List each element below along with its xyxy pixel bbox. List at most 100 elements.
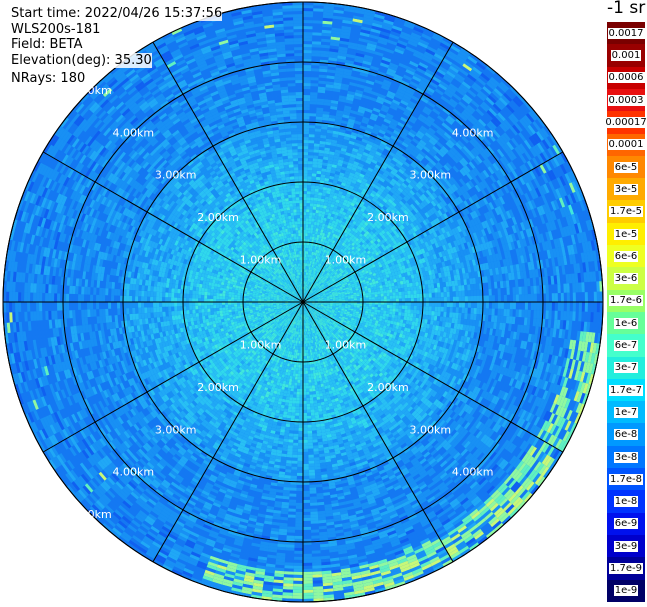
heatmap-cell [537,294,540,302]
heatmap-cell [525,310,528,318]
heatmap-cell [317,162,322,166]
heatmap-cell [435,297,438,302]
heatmap-cell [309,140,315,143]
heatmap-cell [309,134,315,137]
heatmap-cell [315,125,321,129]
heatmap-cell [313,17,323,21]
heatmap-cell [584,282,588,292]
heatmap-cell [528,294,531,302]
heatmap-cell [510,309,513,316]
heatmap-cell [416,286,420,290]
heatmap-cell [507,302,510,309]
heatmap-cell [513,309,516,317]
heatmap-cell [449,286,452,291]
heatmap-cell [467,284,471,290]
heatmap-cell [488,315,492,322]
heatmap-cell [425,315,429,320]
heatmap-cell [432,302,435,307]
heatmap-cell [407,309,410,313]
heatmap-cell [319,208,323,212]
heatmap-cell [383,287,386,290]
heatmap-cell [437,283,441,288]
heatmap-cell [374,310,377,313]
heatmap-cell [351,304,354,306]
heatmap-cell [316,108,323,112]
heatmap-cell [557,311,560,320]
heatmap-cell [366,304,369,306]
heatmap-cell [563,284,566,293]
heatmap-cell [313,207,317,210]
heatmap-cell [392,315,396,319]
heatmap-cell [303,38,312,41]
heatmap-cell [591,292,594,302]
heatmap-cell [345,304,348,306]
heatmap-cell [558,293,561,302]
heatmap-cell [504,295,507,302]
heatmap-cell [582,302,585,312]
heatmap-cell [372,307,375,310]
heatmap-cell [381,296,384,299]
heatmap-cell [313,225,316,228]
heatmap-cell [318,216,322,220]
heatmap-cell [528,310,531,318]
heatmap-cell [312,38,321,41]
heatmap-cell [396,302,399,305]
heatmap-cell [428,289,431,294]
heatmap-cell [407,291,410,295]
heatmap-cell [303,164,308,167]
heatmap-cell [306,224,309,227]
heatmap-cell [390,296,393,299]
heatmap-cell [579,292,582,302]
heatmap-cell [312,35,321,38]
heatmap-cell [401,284,405,288]
heatmap-cell [525,302,528,310]
heatmap-cell [416,290,419,294]
heatmap-cell [384,308,387,311]
heatmap-cell [437,311,440,316]
heatmap-cell [310,89,318,92]
heatmap-cell [471,308,474,314]
heatmap-cell [510,295,513,302]
heatmap-cell [304,272,305,275]
heatmap-cell [405,302,408,306]
heatmap-cell [450,302,453,307]
heatmap-cell [306,206,310,209]
heatmap-cell [336,303,339,304]
heatmap-cell [498,302,501,309]
heatmap-cell [528,286,531,294]
heatmap-cell [456,291,459,297]
heatmap-cell [501,288,504,295]
heatmap-cell [465,302,468,308]
heatmap-cell [307,188,311,191]
heatmap-cell [399,309,402,313]
heatmap-cell [545,311,549,320]
heatmap-cell [345,305,348,307]
heatmap-cell [491,282,495,289]
heatmap-cell [311,71,319,75]
heatmap-cell [425,311,428,316]
heatmap-cell [446,317,450,322]
heatmap-cell [377,310,380,313]
heatmap-cell [411,298,414,302]
heatmap-cell [519,287,522,295]
heatmap-cell [594,302,597,312]
heatmap-cell [313,11,323,15]
heatmap-cell [310,98,317,101]
heatmap-cell [314,219,317,222]
heatmap-cell [310,92,317,95]
heatmap-cell [406,283,410,287]
heatmap-cell [307,236,310,239]
heatmap-cell [432,297,435,302]
heatmap-cell [435,302,438,307]
heatmap-cell [312,170,317,173]
heatmap-cell [549,293,552,302]
heatmap-cell [548,311,551,320]
heatmap-cell [596,312,600,322]
heatmap-cell [576,292,579,302]
heatmap-cell [531,294,534,302]
heatmap-cell [449,312,452,317]
heatmap-cell [428,284,432,289]
heatmap-cell [504,288,507,295]
heatmap-cell [477,290,480,296]
heatmap-cell [459,291,462,297]
